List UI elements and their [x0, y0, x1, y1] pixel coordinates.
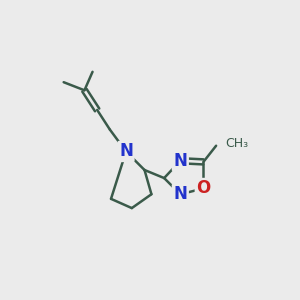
- Text: N: N: [173, 152, 187, 170]
- Text: CH₃: CH₃: [225, 137, 248, 150]
- Text: N: N: [173, 185, 187, 203]
- Text: N: N: [119, 142, 133, 160]
- Text: O: O: [196, 179, 211, 197]
